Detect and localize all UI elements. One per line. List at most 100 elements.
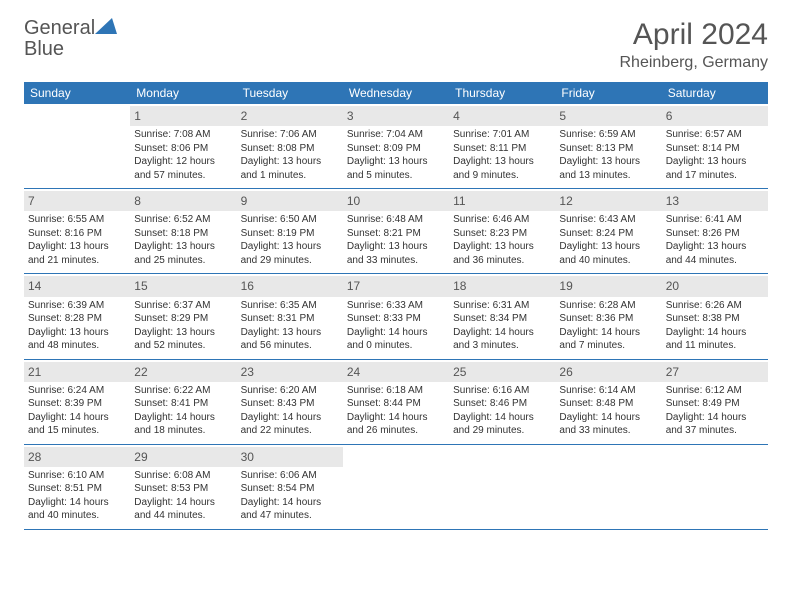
cell-line: and 44 minutes. [666, 254, 764, 268]
cell-line: and 29 minutes. [453, 424, 551, 438]
cell-line: and 37 minutes. [666, 424, 764, 438]
cell-line: and 22 minutes. [241, 424, 339, 438]
calendar-cell: 10Sunrise: 6:48 AMSunset: 8:21 PMDayligh… [343, 189, 449, 274]
day-number: 9 [237, 191, 343, 211]
cell-line: and 11 minutes. [666, 339, 764, 353]
calendar-cell: 6 Sunrise: 6:57 AMSunset: 8:14 PMDaylight… [662, 104, 768, 189]
cell-line: Sunset: 8:28 PM [28, 312, 126, 326]
cell-line: Daylight: 13 hours [241, 240, 339, 254]
calendar-cell: 8Sunrise: 6:52 AMSunset: 8:18 PMDaylight… [130, 189, 236, 274]
cell-line: and 40 minutes. [559, 254, 657, 268]
day-number: 17 [343, 276, 449, 296]
cell-line: and 3 minutes. [453, 339, 551, 353]
cell-line: Daylight: 14 hours [134, 411, 232, 425]
header-right: April 2024 Rheinberg, Germany [619, 18, 768, 72]
cell-line: Sunset: 8:51 PM [28, 482, 126, 496]
cell-line: and 44 minutes. [134, 509, 232, 523]
calendar-cell: 3Sunrise: 7:04 AMSunset: 8:09 PMDaylight… [343, 104, 449, 189]
brand-name-b: Blue [24, 38, 64, 60]
cell-line: Daylight: 13 hours [453, 155, 551, 169]
calendar-cell: 24Sunrise: 6:18 AMSunset: 8:44 PMDayligh… [343, 359, 449, 444]
calendar-cell: 1Sunrise: 7:08 AMSunset: 8:06 PMDaylight… [130, 104, 236, 189]
calendar-cell: 11Sunrise: 6:46 AMSunset: 8:23 PMDayligh… [449, 189, 555, 274]
day-number: 21 [24, 362, 130, 382]
day-number: 25 [449, 362, 555, 382]
cell-line: Sunrise: 6:31 AM [453, 299, 551, 313]
cell-line: Sunrise: 6:12 AM [666, 384, 764, 398]
cell-line: Sunrise: 7:01 AM [453, 128, 551, 142]
cell-line: Sunrise: 7:06 AM [241, 128, 339, 142]
cell-line: Sunset: 8:38 PM [666, 312, 764, 326]
day-number: 2 [237, 106, 343, 126]
calendar-cell: 17Sunrise: 6:33 AMSunset: 8:33 PMDayligh… [343, 274, 449, 359]
cell-line: Sunrise: 6:37 AM [134, 299, 232, 313]
day-number: 6 [662, 106, 768, 126]
day-header: Tuesday [237, 82, 343, 104]
cell-line: Sunset: 8:16 PM [28, 227, 126, 241]
cell-line: Sunset: 8:11 PM [453, 142, 551, 156]
calendar-cell: 2Sunrise: 7:06 AMSunset: 8:08 PMDaylight… [237, 104, 343, 189]
day-number: 4 [449, 106, 555, 126]
calendar-cell [555, 444, 661, 529]
cell-line: Sunrise: 6:18 AM [347, 384, 445, 398]
cell-line: and 0 minutes. [347, 339, 445, 353]
cell-line: Sunset: 8:06 PM [134, 142, 232, 156]
cell-line: Sunrise: 6:35 AM [241, 299, 339, 313]
cell-line: Daylight: 13 hours [134, 240, 232, 254]
cell-line: Sunrise: 6:08 AM [134, 469, 232, 483]
cell-line: and 52 minutes. [134, 339, 232, 353]
calendar-cell: 19Sunrise: 6:28 AMSunset: 8:36 PMDayligh… [555, 274, 661, 359]
day-number: 8 [130, 191, 236, 211]
cell-line: Daylight: 13 hours [666, 155, 764, 169]
calendar-cell: 14Sunrise: 6:39 AMSunset: 8:28 PMDayligh… [24, 274, 130, 359]
cell-line: Sunset: 8:26 PM [666, 227, 764, 241]
cell-line: Sunset: 8:31 PM [241, 312, 339, 326]
day-number: 1 [130, 106, 236, 126]
cell-line: Daylight: 14 hours [347, 326, 445, 340]
cell-line: Sunset: 8:39 PM [28, 397, 126, 411]
cell-line: Sunrise: 6:43 AM [559, 213, 657, 227]
calendar-cell: 9Sunrise: 6:50 AMSunset: 8:19 PMDaylight… [237, 189, 343, 274]
day-number: 14 [24, 276, 130, 296]
cell-line: Sunset: 8:08 PM [241, 142, 339, 156]
cell-line: Sunset: 8:43 PM [241, 397, 339, 411]
day-number: 7 [24, 191, 130, 211]
calendar-cell: 13Sunrise: 6:41 AMSunset: 8:26 PMDayligh… [662, 189, 768, 274]
day-number: 19 [555, 276, 661, 296]
cell-line: and 29 minutes. [241, 254, 339, 268]
cell-line: Sunrise: 6:16 AM [453, 384, 551, 398]
brand-name-a: General [24, 17, 95, 39]
cell-line: Sunset: 8:34 PM [453, 312, 551, 326]
calendar-cell: 18Sunrise: 6:31 AMSunset: 8:34 PMDayligh… [449, 274, 555, 359]
page-header: General Blue April 2024 Rheinberg, Germa… [24, 18, 768, 72]
cell-line: Sunrise: 6:10 AM [28, 469, 126, 483]
calendar-cell: 25Sunrise: 6:16 AMSunset: 8:46 PMDayligh… [449, 359, 555, 444]
calendar-week: 1Sunrise: 7:08 AMSunset: 8:06 PMDaylight… [24, 104, 768, 189]
cell-line: and 57 minutes. [134, 169, 232, 183]
calendar-head: SundayMondayTuesdayWednesdayThursdayFrid… [24, 82, 768, 104]
header-location: Rheinberg, Germany [619, 54, 768, 72]
cell-line: and 26 minutes. [347, 424, 445, 438]
day-number: 15 [130, 276, 236, 296]
calendar-cell: 4 Sunrise: 7:01 AMSunset: 8:11 PMDaylight… [449, 104, 555, 189]
cell-line: Sunrise: 6:57 AM [666, 128, 764, 142]
cell-line: Sunset: 8:14 PM [666, 142, 764, 156]
calendar-cell [662, 444, 768, 529]
cell-line: and 9 minutes. [453, 169, 551, 183]
calendar-week: 21Sunrise: 6:24 AMSunset: 8:39 PMDayligh… [24, 359, 768, 444]
cell-line: Sunrise: 6:41 AM [666, 213, 764, 227]
calendar-cell: 5Sunrise: 6:59 AMSunset: 8:13 PMDaylight… [555, 104, 661, 189]
cell-line: Sunrise: 6:55 AM [28, 213, 126, 227]
calendar-week: 14Sunrise: 6:39 AMSunset: 8:28 PMDayligh… [24, 274, 768, 359]
calendar-week: 28Sunrise: 6:10 AMSunset: 8:51 PMDayligh… [24, 444, 768, 529]
calendar-cell: 23Sunrise: 6:20 AMSunset: 8:43 PMDayligh… [237, 359, 343, 444]
cell-line: and 40 minutes. [28, 509, 126, 523]
day-header: Friday [555, 82, 661, 104]
day-number: 23 [237, 362, 343, 382]
day-number: 16 [237, 276, 343, 296]
calendar-cell: 30Sunrise: 6:06 AMSunset: 8:54 PMDayligh… [237, 444, 343, 529]
day-number: 24 [343, 362, 449, 382]
cell-line: Sunrise: 6:26 AM [666, 299, 764, 313]
cell-line: Sunset: 8:13 PM [559, 142, 657, 156]
cell-line: and 17 minutes. [666, 169, 764, 183]
